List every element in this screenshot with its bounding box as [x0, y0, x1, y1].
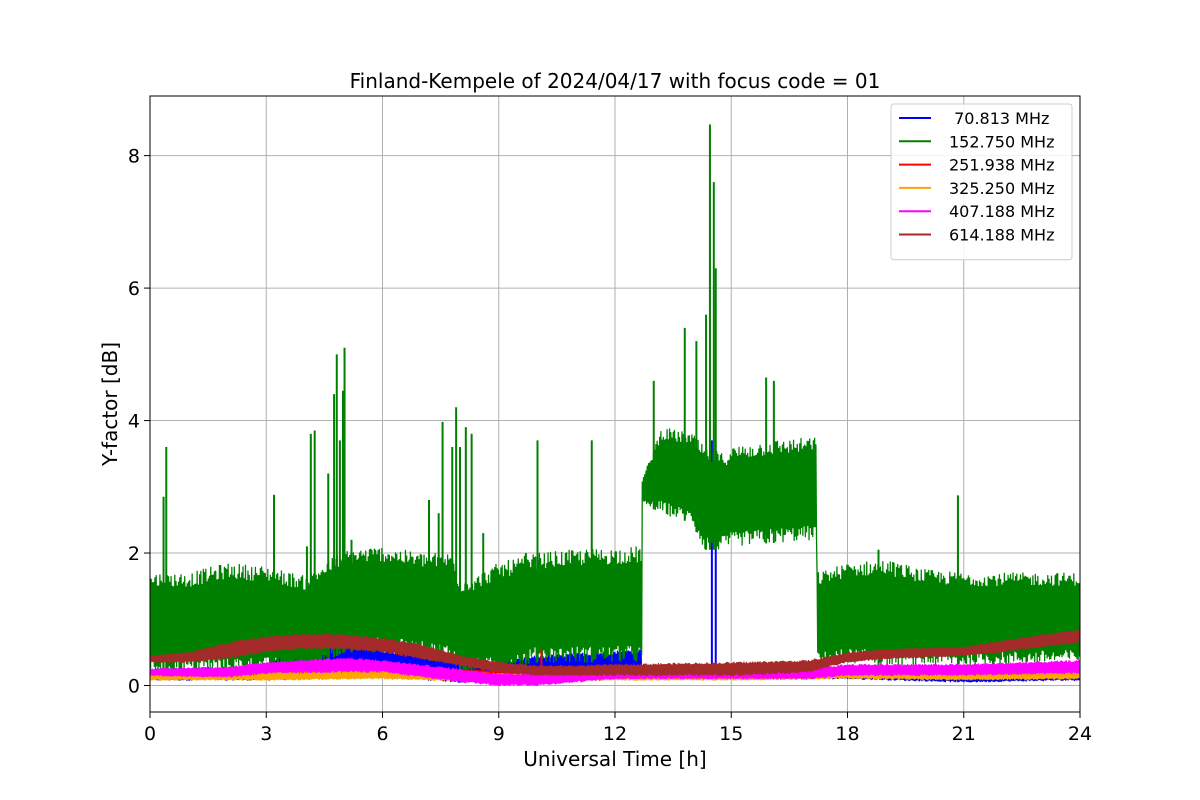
legend-label: 152.750 MHz [949, 132, 1054, 151]
y-tick-label: 6 [128, 278, 140, 300]
legend-label: 325.250 MHz [949, 179, 1054, 198]
legend: 70.813 MHz 152.750 MHz 251.938 MHz 325.250 … [890, 103, 1073, 261]
series-line-152_750-mhz [150, 428, 1080, 673]
legend-label: 614.188 MHz [949, 226, 1054, 245]
y-tick-label: 2 [128, 543, 140, 565]
x-tick-label: 15 [719, 723, 743, 745]
x-tick-label: 24 [1068, 723, 1092, 745]
legend-label: 70.813 MHz [949, 109, 1049, 128]
x-tick-label: 0 [144, 723, 156, 745]
legend-label: 407.188 MHz [949, 202, 1054, 221]
y-tick-label: 4 [128, 411, 140, 433]
x-tick-label: 9 [493, 723, 505, 745]
x-tick-label: 18 [835, 723, 859, 745]
plot-area [150, 124, 1080, 687]
x-tick-label: 12 [603, 723, 627, 745]
chart-title: Finland-Kempele of 2024/04/17 with focus… [350, 69, 881, 93]
series-line-614_188-mhz [150, 629, 1080, 677]
legend-box [890, 103, 1073, 261]
y-tick-label: 0 [128, 676, 140, 698]
x-tick-label: 21 [952, 723, 976, 745]
x-tick-label: 3 [260, 723, 272, 745]
y-axis-label: Y-factor [dB] [98, 342, 122, 467]
legend-label: 251.938 MHz [949, 156, 1054, 175]
x-axis-label: Universal Time [h] [523, 747, 706, 771]
x-tick-label: 6 [376, 723, 388, 745]
y-tick-label: 8 [128, 146, 140, 168]
